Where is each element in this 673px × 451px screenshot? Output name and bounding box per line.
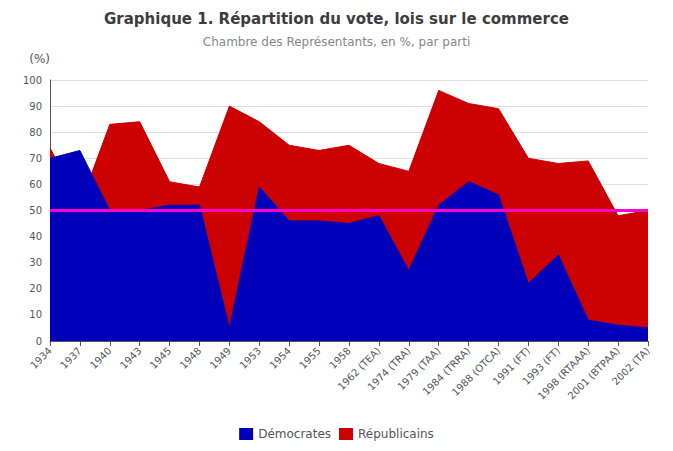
svg-text:1937: 1937 xyxy=(58,345,84,371)
svg-text:1954: 1954 xyxy=(267,345,293,371)
svg-text:Républicains: Républicains xyxy=(358,427,434,441)
svg-text:2001 (BTPAA): 2001 (BTPAA) xyxy=(566,345,622,401)
svg-text:(%): (%) xyxy=(29,52,50,66)
svg-text:1955: 1955 xyxy=(297,345,323,371)
svg-text:0: 0 xyxy=(36,336,42,347)
svg-text:2002 (TA): 2002 (TA) xyxy=(610,345,652,387)
svg-text:1949: 1949 xyxy=(208,345,234,371)
svg-text:1974 (TRA): 1974 (TRA) xyxy=(365,345,413,393)
svg-text:Chambre des Représentants, en: Chambre des Représentants, en %, par par… xyxy=(203,35,470,49)
svg-text:10: 10 xyxy=(29,309,42,320)
svg-text:70: 70 xyxy=(29,153,42,164)
svg-text:1934: 1934 xyxy=(28,345,54,371)
svg-text:1940: 1940 xyxy=(88,345,114,371)
svg-text:80: 80 xyxy=(29,127,42,138)
svg-text:1945: 1945 xyxy=(148,345,174,371)
svg-text:40: 40 xyxy=(29,231,42,242)
svg-text:1988 (OTCA): 1988 (OTCA) xyxy=(450,345,503,398)
svg-text:1962 (TEA): 1962 (TEA) xyxy=(335,345,383,393)
svg-text:60: 60 xyxy=(29,179,42,190)
svg-text:Démocrates: Démocrates xyxy=(258,427,331,441)
svg-text:20: 20 xyxy=(29,283,42,294)
svg-text:1958: 1958 xyxy=(327,345,353,371)
svg-text:1984 (TRRA): 1984 (TRRA) xyxy=(420,345,473,398)
svg-text:1953: 1953 xyxy=(237,345,263,371)
svg-text:1993 (FT): 1993 (FT) xyxy=(520,345,563,387)
svg-text:1998 (RTAAA): 1998 (RTAAA) xyxy=(536,345,593,402)
svg-text:Graphique 1. Répartition du vo: Graphique 1. Répartition du vote, lois s… xyxy=(104,10,569,28)
svg-text:1948: 1948 xyxy=(178,345,204,371)
svg-text:1991 (FT): 1991 (FT) xyxy=(490,345,533,387)
svg-text:1979 (TAA): 1979 (TAA) xyxy=(395,345,443,393)
svg-text:100: 100 xyxy=(23,75,42,86)
svg-text:90: 90 xyxy=(29,101,42,112)
svg-text:50: 50 xyxy=(29,205,42,216)
svg-text:30: 30 xyxy=(29,257,42,268)
svg-text:1943: 1943 xyxy=(118,345,144,371)
